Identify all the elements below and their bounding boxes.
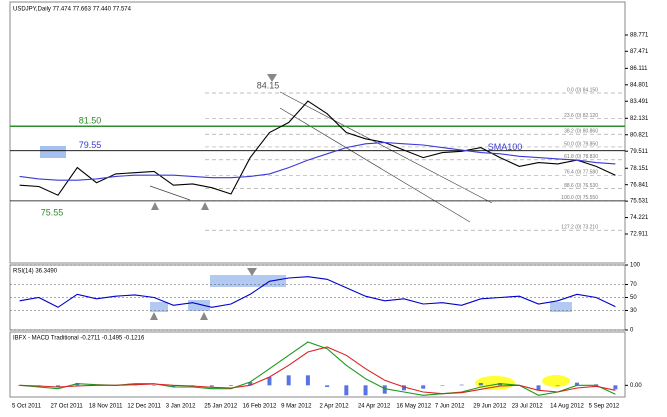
histogram-bar <box>171 385 176 387</box>
channel-line <box>279 107 471 223</box>
fib-label: 127.2 (0) 73.210 <box>561 225 598 231</box>
histogram-bar <box>478 383 483 386</box>
x-tick-label: 16 Feb 2012 <box>243 404 277 410</box>
highlight-box <box>40 146 66 158</box>
x-tick-label: 27 Oct 2011 <box>50 404 83 410</box>
x-tick-label: 12 Dec 2011 <box>127 404 161 410</box>
arrow-marker <box>151 202 159 210</box>
y-tick-label: 75.531 <box>630 199 649 205</box>
histogram-bar <box>305 375 310 386</box>
histogram-bar <box>574 382 579 386</box>
series-line <box>19 100 616 196</box>
x-tick-label: 5 Sep 2012 <box>589 404 620 410</box>
y-tick-label: 80.821 <box>630 132 649 138</box>
highlight-box <box>150 302 168 312</box>
macd-frame <box>9 331 626 398</box>
histogram-bar <box>229 385 234 386</box>
histogram-bar <box>459 384 464 386</box>
histogram-bar <box>56 385 61 387</box>
x-tick-label: 18 Nov 2011 <box>89 404 123 410</box>
fib-label: 23.6 (0) 82.120 <box>564 113 598 119</box>
histogram-bar <box>613 385 618 390</box>
fib-label: 88.6 (0) 76.530 <box>564 183 598 189</box>
x-tick-label: 3 Jan 2012 <box>166 404 196 410</box>
fib-label: 50.0 (0) 79.850 <box>564 141 598 147</box>
y-tick-label: 100 <box>630 263 641 269</box>
histogram-bar <box>267 377 272 386</box>
y-tick-label: 72.911 <box>630 232 649 238</box>
fib-label: 61.8 (0) 78.830 <box>564 154 598 160</box>
histogram-bar <box>152 385 157 386</box>
y-tick-label: 86.111 <box>630 66 648 72</box>
high-label: 84.15 <box>257 80 280 90</box>
arrow-marker <box>201 202 209 210</box>
highlight-box <box>210 275 286 287</box>
x-tick-label: 5 Oct 2011 <box>12 404 42 410</box>
channel-line <box>279 91 493 204</box>
y-tick-label: 82.131 <box>630 116 649 122</box>
histogram-bar <box>344 385 349 396</box>
x-tick-label: 9 Mar 2012 <box>281 404 312 410</box>
series-line <box>19 141 616 181</box>
y-tick-label: 70 <box>630 282 637 288</box>
y-tick-label: 87.471 <box>630 49 649 55</box>
y-tick-label: 50 <box>630 295 637 301</box>
y-tick-label: 83.491 <box>630 99 649 105</box>
trend-line <box>149 185 191 201</box>
arrow-marker <box>150 312 158 320</box>
level-label: 75.55 <box>41 207 64 217</box>
arrow-marker <box>267 74 277 82</box>
histogram-bar <box>536 385 541 391</box>
x-tick-label: 14 Aug 2012 <box>550 404 584 410</box>
histogram-bar <box>248 382 253 386</box>
x-tick-label: 25 Jan 2012 <box>204 404 238 410</box>
rsi-title: RSI(14) 36.3490 <box>13 269 58 275</box>
y-tick-label: 88.771 <box>630 33 649 39</box>
histogram-bar <box>382 385 387 394</box>
histogram-bar <box>325 385 330 387</box>
series-line <box>19 276 616 308</box>
histogram-bar <box>363 385 368 396</box>
histogram-bar <box>209 385 214 387</box>
highlight-box <box>550 302 572 312</box>
x-tick-label: 24 Apr 2012 <box>358 404 391 410</box>
y-tick-label: 0.00 <box>630 383 642 389</box>
y-tick-label: 84.801 <box>630 82 649 88</box>
series-line <box>19 346 616 395</box>
series-name: SMA100 <box>488 142 523 152</box>
histogram-bar <box>401 385 406 391</box>
level-label: 79.55 <box>79 140 102 150</box>
y-tick-label: 0 <box>630 328 634 334</box>
y-tick-label: 74.221 <box>630 215 649 221</box>
x-tick-label: 2 Apr 2012 <box>320 404 350 410</box>
x-tick-label: 29 Jun 2012 <box>473 404 507 410</box>
y-tick-label: 78.151 <box>630 166 649 172</box>
histogram-bar <box>421 385 426 389</box>
highlight-ellipse <box>542 375 570 387</box>
macd-title: IBFX - MACD Traditional -0.2711 -0.1495 … <box>13 336 145 342</box>
fib-label: 0.0 (0) 84.150 <box>567 87 598 93</box>
chart-title: USDJPY,Daily 77.474 77.663 77.440 77.574 <box>13 7 132 13</box>
x-tick-label: 23 Jul 2012 <box>512 404 544 410</box>
arrow-marker <box>247 268 257 276</box>
x-tick-label: 16 May 2012 <box>396 404 431 410</box>
arrow-marker <box>200 312 208 320</box>
fib-label: 100.0 (0) 75.550 <box>561 195 598 201</box>
y-tick-label: 30 <box>630 308 637 314</box>
x-tick-label: 7 Jun 2012 <box>435 404 465 410</box>
y-tick-label: 76.841 <box>630 182 649 188</box>
histogram-bar <box>286 375 291 386</box>
histogram-bar <box>555 385 560 386</box>
main-frame <box>9 1 626 264</box>
level-label: 81.50 <box>79 116 102 126</box>
y-tick-label: 79.511 <box>630 149 649 155</box>
fib-label: 76.4 (0) 77.580 <box>564 170 598 176</box>
fib-label: 38.2 (0) 80.860 <box>564 129 598 135</box>
highlight-box <box>188 300 210 311</box>
histogram-bar <box>440 385 445 386</box>
